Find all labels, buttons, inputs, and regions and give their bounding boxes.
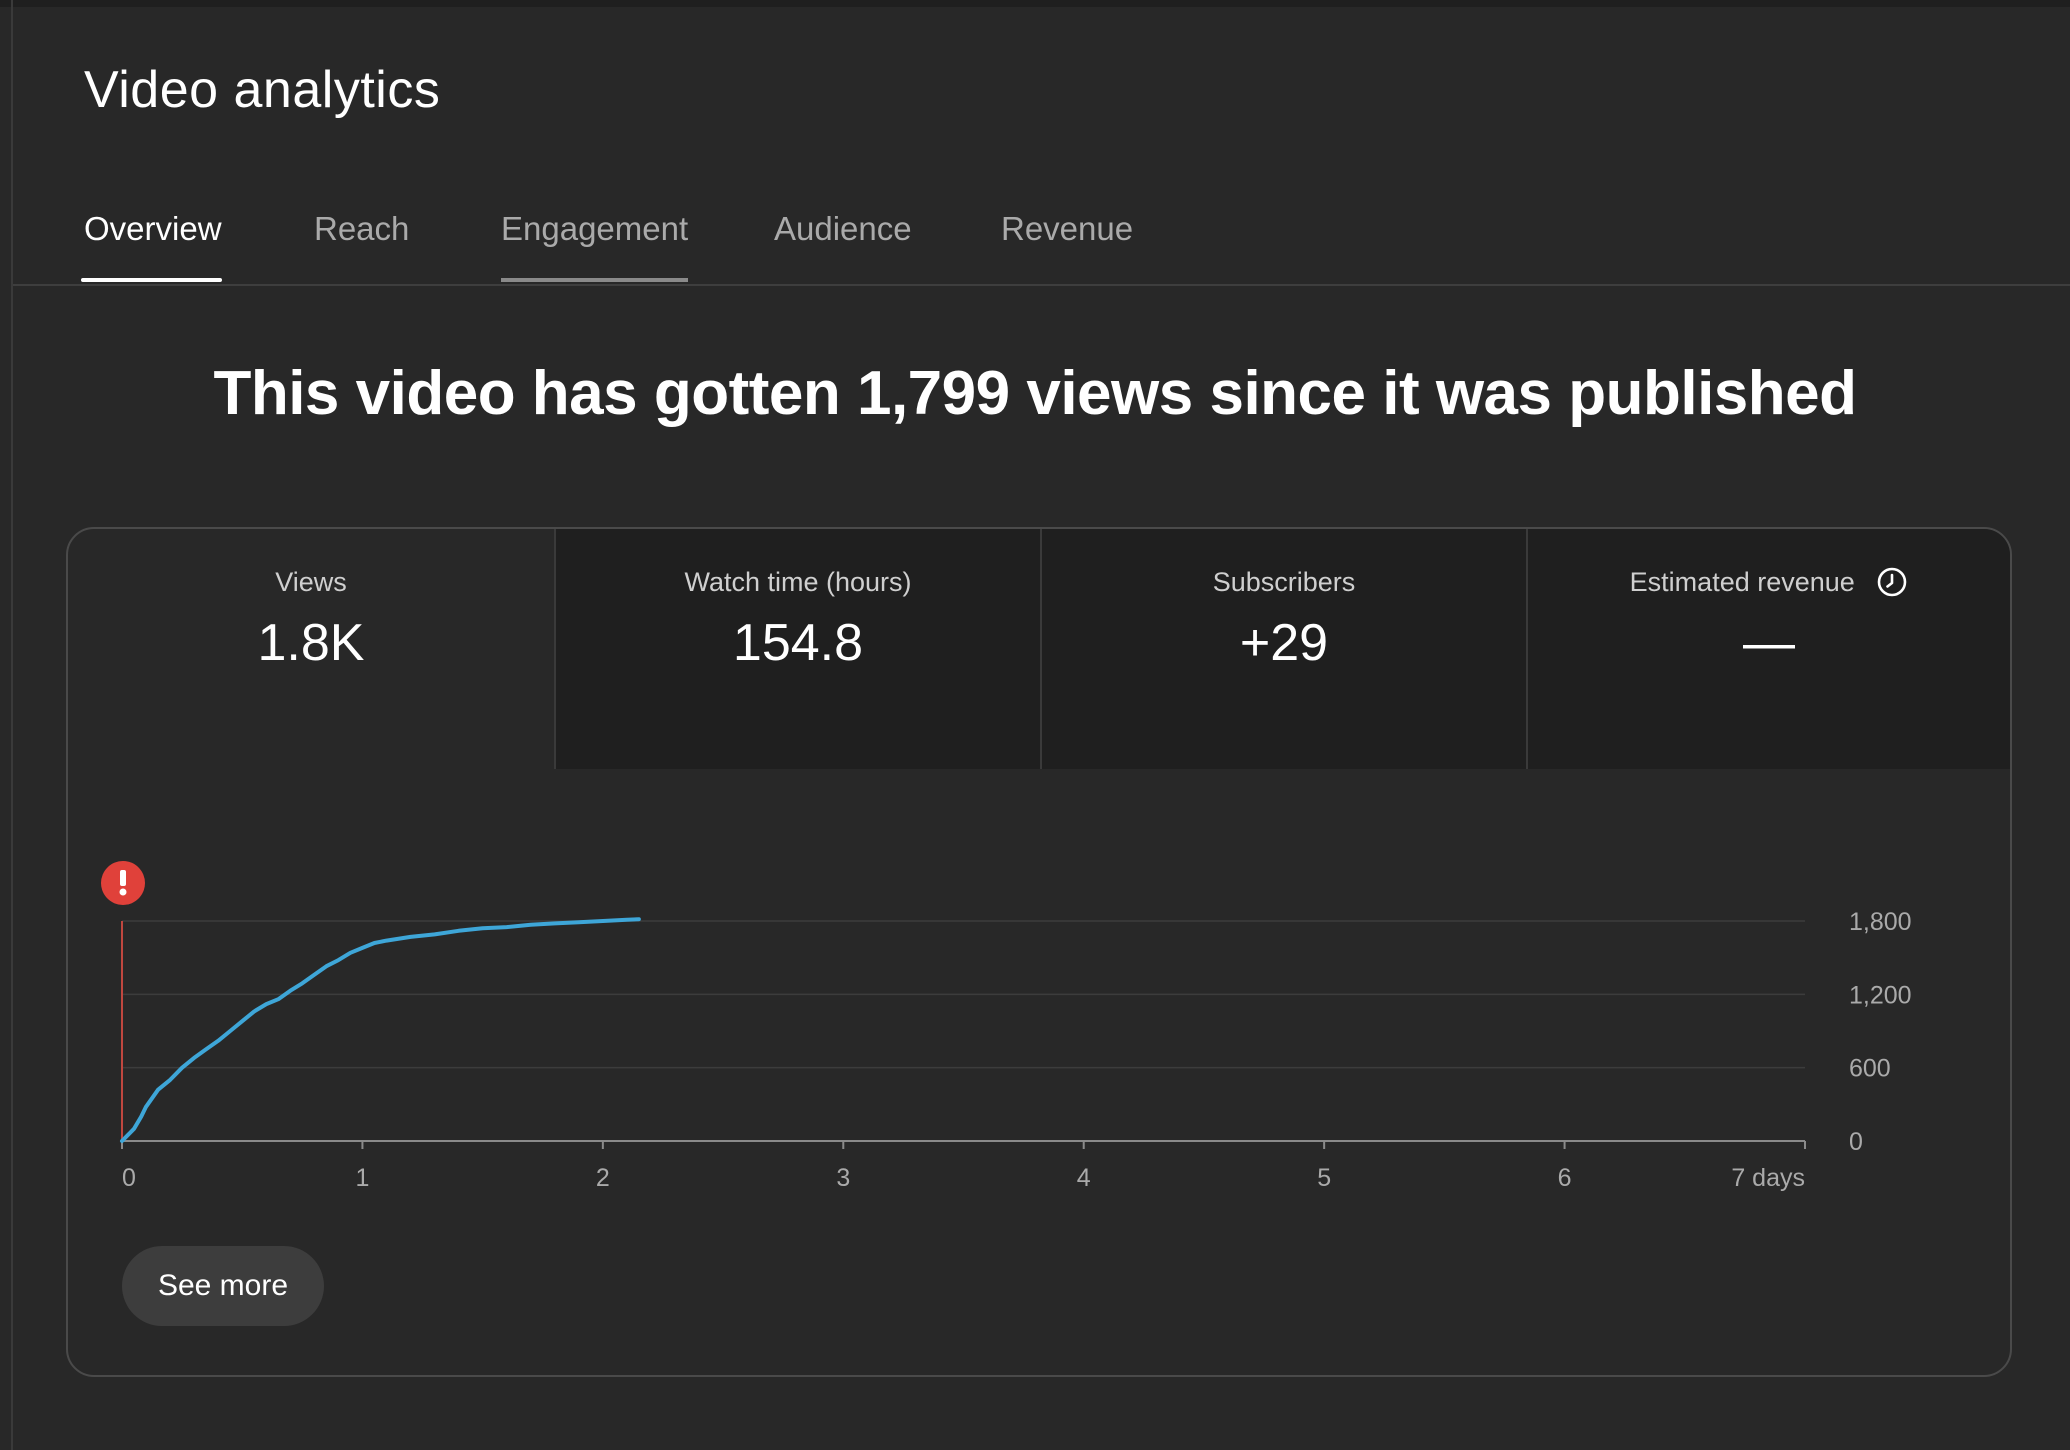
metric-tabs: Views 1.8K Watch time (hours) 154.8 Subs… (68, 529, 2010, 769)
alert-icon[interactable] (101, 861, 145, 905)
views-chart: 0 1 2 3 4 5 6 7 days 0 600 1,200 1,800 (101, 861, 1912, 1192)
metric-views-value: 1.8K (257, 614, 365, 672)
tab-reach-label: Reach (314, 210, 410, 247)
metric-subscribers-label: Subscribers (1212, 567, 1356, 597)
x-tick-label: 4 (1077, 1164, 1091, 1192)
tab-audience[interactable]: Audience (774, 210, 912, 248)
hover-tab-indicator (501, 278, 689, 282)
metric-subscribers[interactable]: Subscribers +29 (1040, 529, 1526, 769)
x-tick-label: 5 (1317, 1164, 1331, 1192)
metric-watch-time[interactable]: Watch time (hours) 154.8 (554, 529, 1040, 769)
tab-reach[interactable]: Reach (314, 210, 409, 248)
tab-overview[interactable]: Overview (81, 210, 222, 282)
x-axis: 0 1 2 3 4 5 6 7 days (121, 1141, 1806, 1192)
tab-revenue[interactable]: Revenue (1001, 210, 1133, 248)
views-headline: This video has gotten 1,799 views since … (213, 359, 1857, 428)
tab-bar: Overview Reach Engagement Audience Reven… (13, 200, 2070, 286)
views-series-line (120, 917, 641, 1143)
left-border (11, 0, 13, 1450)
tab-engagement[interactable]: Engagement (501, 210, 689, 282)
x-tick-label: 0 (122, 1164, 136, 1192)
tab-engagement-label: Engagement (501, 210, 689, 247)
active-tab-indicator (81, 278, 222, 282)
x-tick-label: 1 (355, 1164, 369, 1192)
metric-views-label: Views (275, 567, 347, 597)
metric-revenue-label: Estimated revenue (1629, 567, 1855, 597)
top-border (0, 0, 2070, 7)
see-more-button[interactable]: See more (122, 1246, 324, 1326)
y-tick-label: 1,800 (1849, 908, 1912, 936)
metric-revenue-label-row: Estimated revenue (1528, 567, 2010, 598)
clock-icon[interactable] (1876, 566, 1908, 598)
tab-overview-label: Overview (84, 210, 222, 247)
page-title: Video analytics (84, 61, 441, 119)
metric-views[interactable]: Views 1.8K (68, 529, 554, 769)
tab-audience-label: Audience (774, 210, 912, 247)
y-tick-label: 0 (1849, 1128, 1863, 1156)
y-tick-label: 1,200 (1849, 981, 1912, 1009)
x-tick-label: 7 days (1731, 1164, 1805, 1192)
metric-subscribers-value: +29 (1239, 614, 1329, 672)
metric-watch-time-value: 154.8 (732, 614, 864, 672)
y-tick-label: 600 (1849, 1055, 1891, 1083)
x-tick-label: 3 (836, 1164, 850, 1192)
x-tick-label: 6 (1558, 1164, 1572, 1192)
y-axis: 0 600 1,200 1,800 (1849, 908, 1912, 1156)
metric-revenue-value: — (1743, 614, 1795, 672)
metric-watch-time-label: Watch time (hours) (684, 567, 912, 597)
analytics-card: Views 1.8K Watch time (hours) 154.8 Subs… (66, 527, 2012, 1377)
chart-grid (122, 920, 1805, 1142)
metric-estimated-revenue[interactable]: Estimated revenue — (1526, 529, 2010, 769)
tab-revenue-label: Revenue (1001, 210, 1134, 247)
x-tick-label: 2 (596, 1164, 610, 1192)
